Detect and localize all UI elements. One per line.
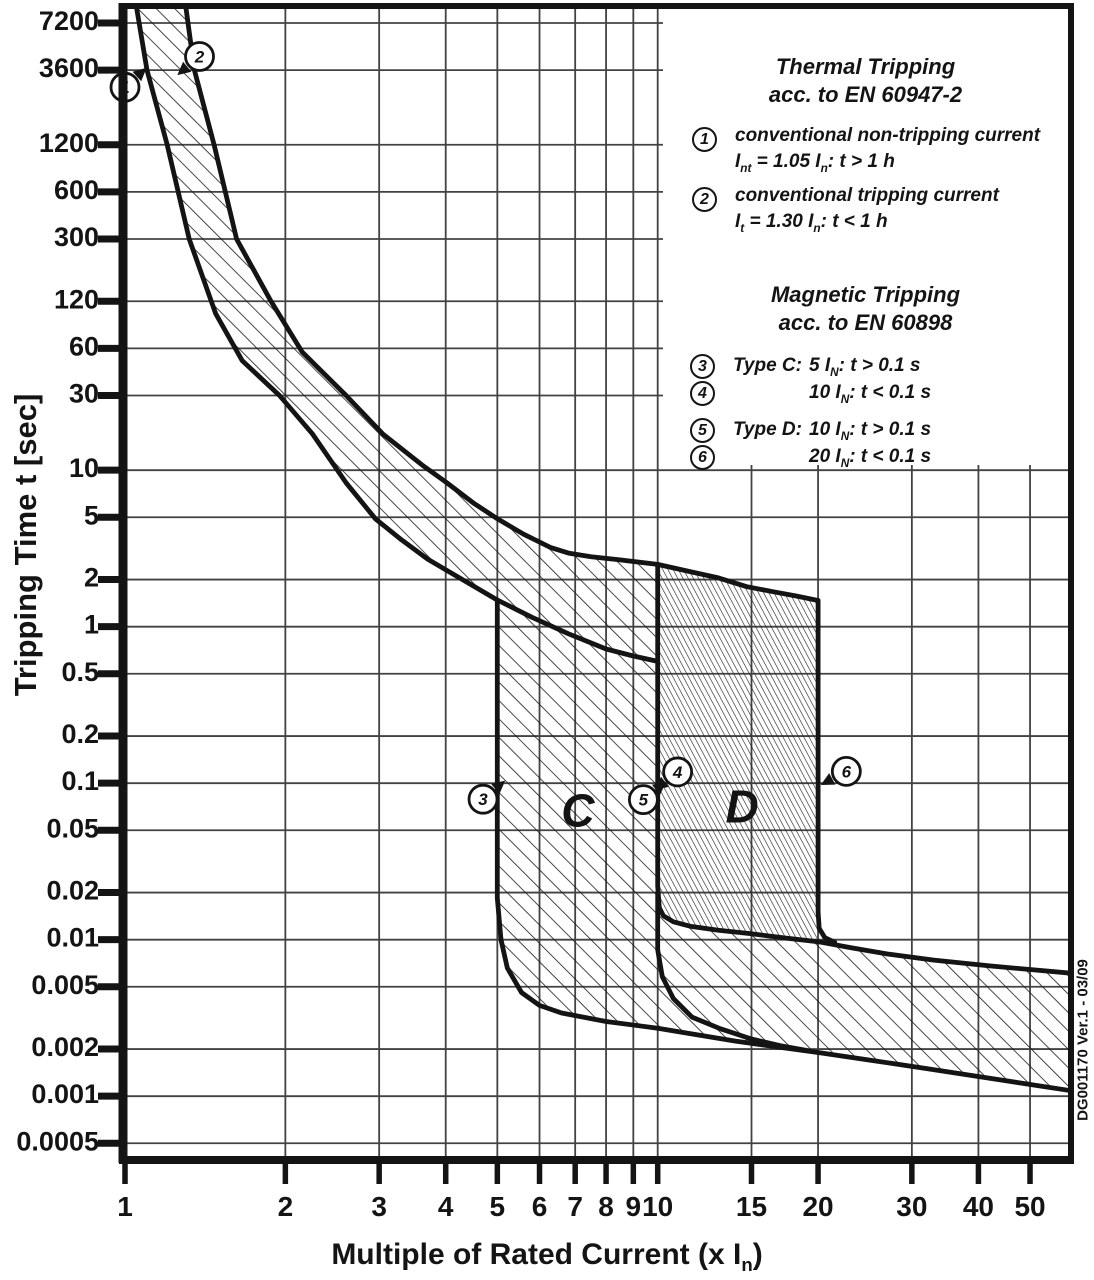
svg-text:30: 30 xyxy=(69,379,99,409)
svg-text:60: 60 xyxy=(69,331,99,361)
svg-text:3: 3 xyxy=(371,1191,387,1222)
marker-arrow-icon xyxy=(652,781,667,795)
svg-text:4: 4 xyxy=(438,1191,454,1222)
zone-label-C: C xyxy=(561,784,595,836)
plot-frame xyxy=(98,3,1074,1184)
legend-item-6-condition: 20 IN: t < 0.1 s xyxy=(809,446,932,470)
svg-text:3600: 3600 xyxy=(39,53,99,83)
svg-text:2: 2 xyxy=(84,563,99,593)
legend-item-1-number: 1 xyxy=(692,127,717,152)
svg-text:20: 20 xyxy=(802,1191,833,1222)
x-tick-labels: 1 2 3 4 5 6 7 8 9 10 15 20 30 40 50 xyxy=(117,1191,1045,1222)
marker-arrow-icon xyxy=(177,61,192,76)
curve-typeC-lower-5In xyxy=(494,597,1068,1093)
svg-text:1: 1 xyxy=(84,610,99,640)
curve-typeD-upper-20In xyxy=(815,598,838,945)
svg-text:1200: 1200 xyxy=(39,128,99,158)
svg-text:0.005: 0.005 xyxy=(31,970,99,1000)
legend-item-4-number: 4 xyxy=(690,381,715,406)
marker-6: 6 xyxy=(820,755,862,787)
svg-text:9: 9 xyxy=(626,1191,642,1222)
marker-3: 3 xyxy=(467,780,506,815)
svg-text:7: 7 xyxy=(567,1191,583,1222)
svg-text:600: 600 xyxy=(54,175,99,205)
region-type-d xyxy=(657,564,819,942)
svg-text:7200: 7200 xyxy=(39,6,99,36)
svg-text:0.5: 0.5 xyxy=(61,657,99,687)
svg-text:0.05: 0.05 xyxy=(46,813,99,843)
y-axis-title: Tripping Time t [sec] xyxy=(8,393,43,697)
legend-item-3-type-label: Type C: xyxy=(733,355,802,376)
svg-text:1: 1 xyxy=(117,1191,133,1222)
marker-4: 4 xyxy=(654,756,694,790)
y-tick-labels: 7200 3600 1200 600 300 120 60 30 10 5 2 1 0.5 0.2 0.1 0… xyxy=(16,6,99,1156)
svg-text:0.001: 0.001 xyxy=(31,1079,99,1109)
svg-text:10: 10 xyxy=(69,453,99,483)
legend-item-2-formula: It = 1.30 In: t < 1 h xyxy=(735,211,888,235)
svg-text:0.0005: 0.0005 xyxy=(16,1126,99,1156)
legend-item-2-number: 2 xyxy=(692,187,717,212)
zone-label-D: D xyxy=(725,780,758,832)
svg-text:50: 50 xyxy=(1014,1191,1045,1222)
legend-item-3-number: 3 xyxy=(690,354,715,379)
marker-arrow-icon xyxy=(132,67,147,82)
legend-item-2-text: conventional tripping current xyxy=(735,185,999,206)
legend-item-5-condition: 10 IN: t > 0.1 s xyxy=(809,419,932,443)
legend-item-6-number: 6 xyxy=(690,445,715,470)
legend-item-5-number: 5 xyxy=(690,418,715,443)
marker-5: 5 xyxy=(627,781,667,816)
legend-item-3-condition: 5 IN: t > 0.1 s xyxy=(809,355,921,379)
curve-typeC-upper-10In xyxy=(655,562,1068,976)
x-axis-title: Multiple of Rated Current (x In) xyxy=(331,1238,763,1275)
side-note: DG001170 Ver.1 - 03/09 xyxy=(1074,959,1092,1121)
region-type-c xyxy=(497,600,1068,1091)
legend-thermal-title: Thermal Tripping acc. to EN 60947-2 xyxy=(768,54,963,107)
legend-magnetic-title: Magnetic Tripping acc. to EN 60898 xyxy=(770,282,961,335)
legend: Thermal Tripping acc. to EN 60947-2 1 conve… xyxy=(663,9,1068,470)
svg-text:2: 2 xyxy=(278,1191,294,1222)
svg-text:3: 3 xyxy=(478,790,488,809)
svg-text:0.002: 0.002 xyxy=(31,1032,99,1062)
svg-text:120: 120 xyxy=(54,284,99,314)
svg-text:0.2: 0.2 xyxy=(61,719,99,749)
svg-text:15: 15 xyxy=(736,1191,767,1222)
legend-item-5-type-label: Type D: xyxy=(733,419,802,440)
curve-typeD-lower-10In xyxy=(655,890,809,1053)
legend-item-1-text: conventional non-tripping current xyxy=(735,125,1041,146)
svg-text:0.01: 0.01 xyxy=(46,923,99,953)
svg-text:40: 40 xyxy=(963,1191,994,1222)
svg-text:0.1: 0.1 xyxy=(61,766,99,796)
legend-item-4-condition: 10 IN: t < 0.1 s xyxy=(809,382,932,406)
svg-text:5: 5 xyxy=(490,1191,506,1222)
svg-text:5: 5 xyxy=(84,500,99,530)
svg-text:300: 300 xyxy=(54,222,99,252)
svg-text:10: 10 xyxy=(642,1191,673,1222)
svg-text:6: 6 xyxy=(842,762,852,781)
marker-arrow-icon xyxy=(820,773,836,785)
svg-text:8: 8 xyxy=(598,1191,614,1222)
region-thermal-band xyxy=(136,9,819,662)
curve-thermal-non-tripping-1.05In xyxy=(134,9,661,664)
svg-text:4: 4 xyxy=(672,763,683,782)
curve-thermal-tripping-1.30In xyxy=(183,9,821,603)
svg-text:0.02: 0.02 xyxy=(46,876,99,906)
svg-text:2: 2 xyxy=(194,47,205,66)
svg-text:30: 30 xyxy=(896,1191,927,1222)
svg-text:5: 5 xyxy=(639,791,649,810)
marker-2: 2 xyxy=(177,41,215,76)
svg-text:6: 6 xyxy=(532,1191,548,1222)
marker-arrow-icon xyxy=(491,780,506,794)
legend-item-1-formula: Int = 1.05 In: t > 1 h xyxy=(735,151,895,175)
